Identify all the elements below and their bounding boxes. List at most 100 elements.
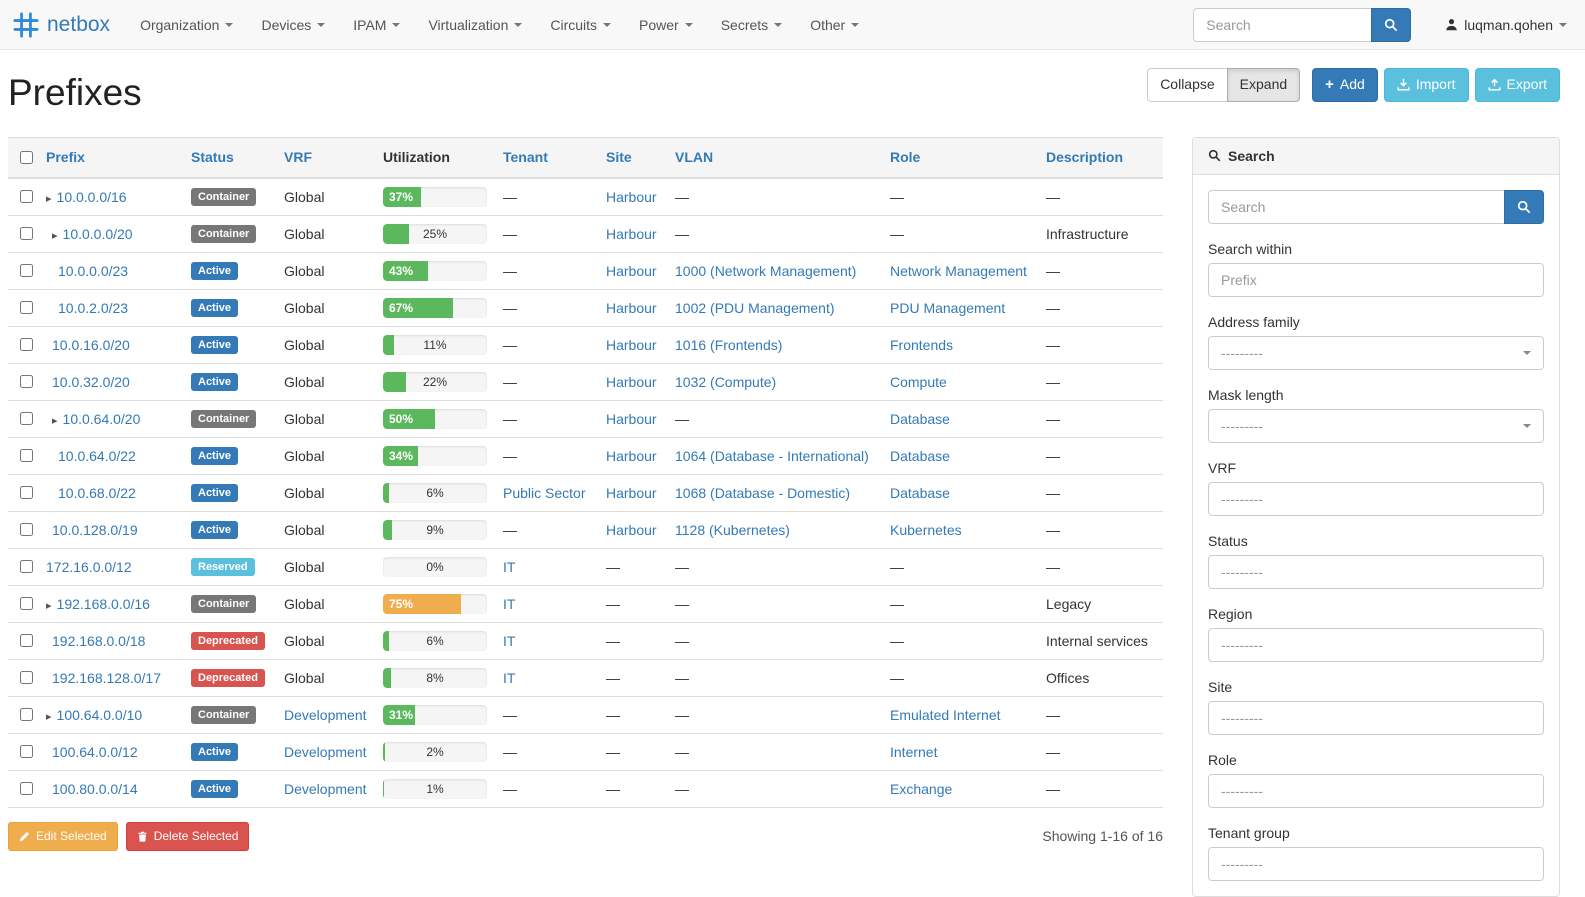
- prefix-link[interactable]: 172.16.0.0/12: [46, 558, 132, 575]
- export-button[interactable]: Export: [1474, 68, 1560, 102]
- filter-select-tenant-group[interactable]: ---------: [1208, 846, 1544, 881]
- expand-caret-icon[interactable]: ▸: [52, 229, 58, 242]
- prefix-link[interactable]: 10.0.128.0/19: [52, 521, 138, 538]
- column-sort-link[interactable]: Description: [1046, 149, 1124, 166]
- prefix-link[interactable]: 192.168.0.0/16: [56, 595, 150, 612]
- netbox-brand[interactable]: netbox: [12, 11, 110, 39]
- navbar-search-button[interactable]: [1371, 7, 1412, 42]
- menu-power[interactable]: Power: [625, 0, 707, 50]
- tenant-link[interactable]: IT: [503, 558, 516, 575]
- prefix-link[interactable]: 10.0.64.0/22: [58, 447, 136, 464]
- prefix-link[interactable]: 100.64.0.0/10: [56, 706, 143, 723]
- prefix-link[interactable]: 10.0.2.0/23: [58, 299, 129, 316]
- site-link[interactable]: Harbour: [606, 336, 657, 353]
- row-checkbox[interactable]: [20, 264, 33, 278]
- prefix-link[interactable]: 10.0.64.0/20: [62, 410, 141, 427]
- tenant-link[interactable]: Public Sector: [503, 484, 586, 501]
- menu-ipam[interactable]: IPAM: [339, 0, 414, 50]
- row-checkbox[interactable]: [20, 412, 33, 426]
- column-sort-link[interactable]: VRF: [284, 149, 312, 166]
- vlan-link[interactable]: 1064 (Database - International): [675, 447, 869, 464]
- site-link[interactable]: Harbour: [606, 521, 657, 538]
- tenant-link[interactable]: IT: [503, 595, 516, 612]
- expand-caret-icon[interactable]: ▸: [52, 414, 58, 427]
- role-link[interactable]: Frontends: [890, 336, 954, 353]
- edit-selected-button[interactable]: Edit Selected: [8, 821, 118, 851]
- row-checkbox[interactable]: [20, 782, 33, 796]
- filter-select-status[interactable]: ---------: [1208, 554, 1544, 589]
- vrf-link[interactable]: Development: [284, 780, 367, 797]
- tenant-link[interactable]: IT: [503, 632, 516, 649]
- role-link[interactable]: Kubernetes: [890, 521, 962, 538]
- role-link[interactable]: Database: [890, 484, 950, 501]
- prefix-link[interactable]: 100.64.0.0/12: [52, 743, 138, 760]
- row-checkbox[interactable]: [20, 338, 33, 352]
- expand-caret-icon[interactable]: ▸: [46, 710, 52, 723]
- prefix-link[interactable]: 192.168.128.0/17: [52, 669, 161, 686]
- select-all-checkbox[interactable]: [20, 150, 33, 164]
- filter-select-site[interactable]: ---------: [1208, 700, 1544, 735]
- vlan-link[interactable]: 1016 (Frontends): [675, 336, 783, 353]
- prefix-link[interactable]: 100.80.0.0/14: [52, 780, 138, 797]
- column-sort-link[interactable]: VLAN: [675, 149, 714, 166]
- expand-caret-icon[interactable]: ▸: [46, 599, 52, 612]
- vlan-link[interactable]: 1068 (Database - Domestic): [675, 484, 851, 501]
- site-link[interactable]: Harbour: [606, 484, 657, 501]
- row-checkbox[interactable]: [20, 301, 33, 315]
- row-checkbox[interactable]: [20, 523, 33, 537]
- role-link[interactable]: Database: [890, 447, 950, 464]
- site-link[interactable]: Harbour: [606, 225, 657, 242]
- row-checkbox[interactable]: [20, 486, 33, 500]
- site-link[interactable]: Harbour: [606, 373, 657, 390]
- role-link[interactable]: Database: [890, 410, 950, 427]
- role-link[interactable]: Internet: [890, 743, 938, 760]
- prefix-link[interactable]: 10.0.32.0/20: [52, 373, 130, 390]
- site-link[interactable]: Harbour: [606, 188, 657, 205]
- filter-select-address-family[interactable]: ---------: [1208, 335, 1544, 370]
- delete-selected-button[interactable]: Delete Selected: [125, 821, 250, 851]
- role-link[interactable]: Network Management: [890, 262, 1027, 279]
- column-sort-link[interactable]: Prefix: [46, 149, 85, 166]
- vlan-link[interactable]: 1000 (Network Management): [675, 262, 857, 279]
- collapse-button[interactable]: Collapse: [1147, 68, 1228, 102]
- row-checkbox[interactable]: [20, 449, 33, 463]
- menu-circuits[interactable]: Circuits: [536, 0, 625, 50]
- add-button[interactable]: + Add: [1312, 68, 1378, 102]
- row-checkbox[interactable]: [20, 227, 33, 241]
- prefix-link[interactable]: 10.0.0.0/20: [62, 225, 133, 242]
- prefix-link[interactable]: 10.0.0.0/23: [58, 262, 129, 279]
- prefix-link[interactable]: 10.0.0.0/16: [56, 188, 127, 205]
- row-checkbox[interactable]: [20, 745, 33, 759]
- vrf-link[interactable]: Development: [284, 743, 367, 760]
- vlan-link[interactable]: 1002 (PDU Management): [675, 299, 835, 316]
- filter-select-mask-length[interactable]: ---------: [1208, 408, 1544, 443]
- role-link[interactable]: PDU Management: [890, 299, 1006, 316]
- row-checkbox[interactable]: [20, 634, 33, 648]
- vrf-link[interactable]: Development: [284, 706, 367, 723]
- column-sort-link[interactable]: Role: [890, 149, 921, 166]
- site-link[interactable]: Harbour: [606, 410, 657, 427]
- row-checkbox[interactable]: [20, 671, 33, 685]
- menu-virtualization[interactable]: Virtualization: [414, 0, 536, 50]
- prefix-link[interactable]: 10.0.68.0/22: [58, 484, 136, 501]
- prefix-link[interactable]: 192.168.0.0/18: [52, 632, 146, 649]
- tenant-link[interactable]: IT: [503, 669, 516, 686]
- role-link[interactable]: Exchange: [890, 780, 953, 797]
- site-link[interactable]: Harbour: [606, 262, 657, 279]
- import-button[interactable]: Import: [1383, 68, 1469, 102]
- expand-button[interactable]: Expand: [1226, 68, 1301, 102]
- role-link[interactable]: Emulated Internet: [890, 706, 1001, 723]
- row-checkbox[interactable]: [20, 375, 33, 389]
- row-checkbox[interactable]: [20, 708, 33, 722]
- filter-input-search-within[interactable]: [1208, 262, 1544, 297]
- column-sort-link[interactable]: Tenant: [503, 149, 548, 166]
- row-checkbox[interactable]: [20, 190, 33, 204]
- vlan-link[interactable]: 1032 (Compute): [675, 373, 777, 390]
- column-sort-link[interactable]: Status: [191, 149, 234, 166]
- site-link[interactable]: Harbour: [606, 447, 657, 464]
- user-menu[interactable]: luqman.qohen: [1445, 17, 1567, 33]
- column-sort-link[interactable]: Site: [606, 149, 632, 166]
- vlan-link[interactable]: 1128 (Kubernetes): [675, 521, 790, 538]
- filter-search-button[interactable]: [1504, 189, 1544, 224]
- prefix-link[interactable]: 10.0.16.0/20: [52, 336, 130, 353]
